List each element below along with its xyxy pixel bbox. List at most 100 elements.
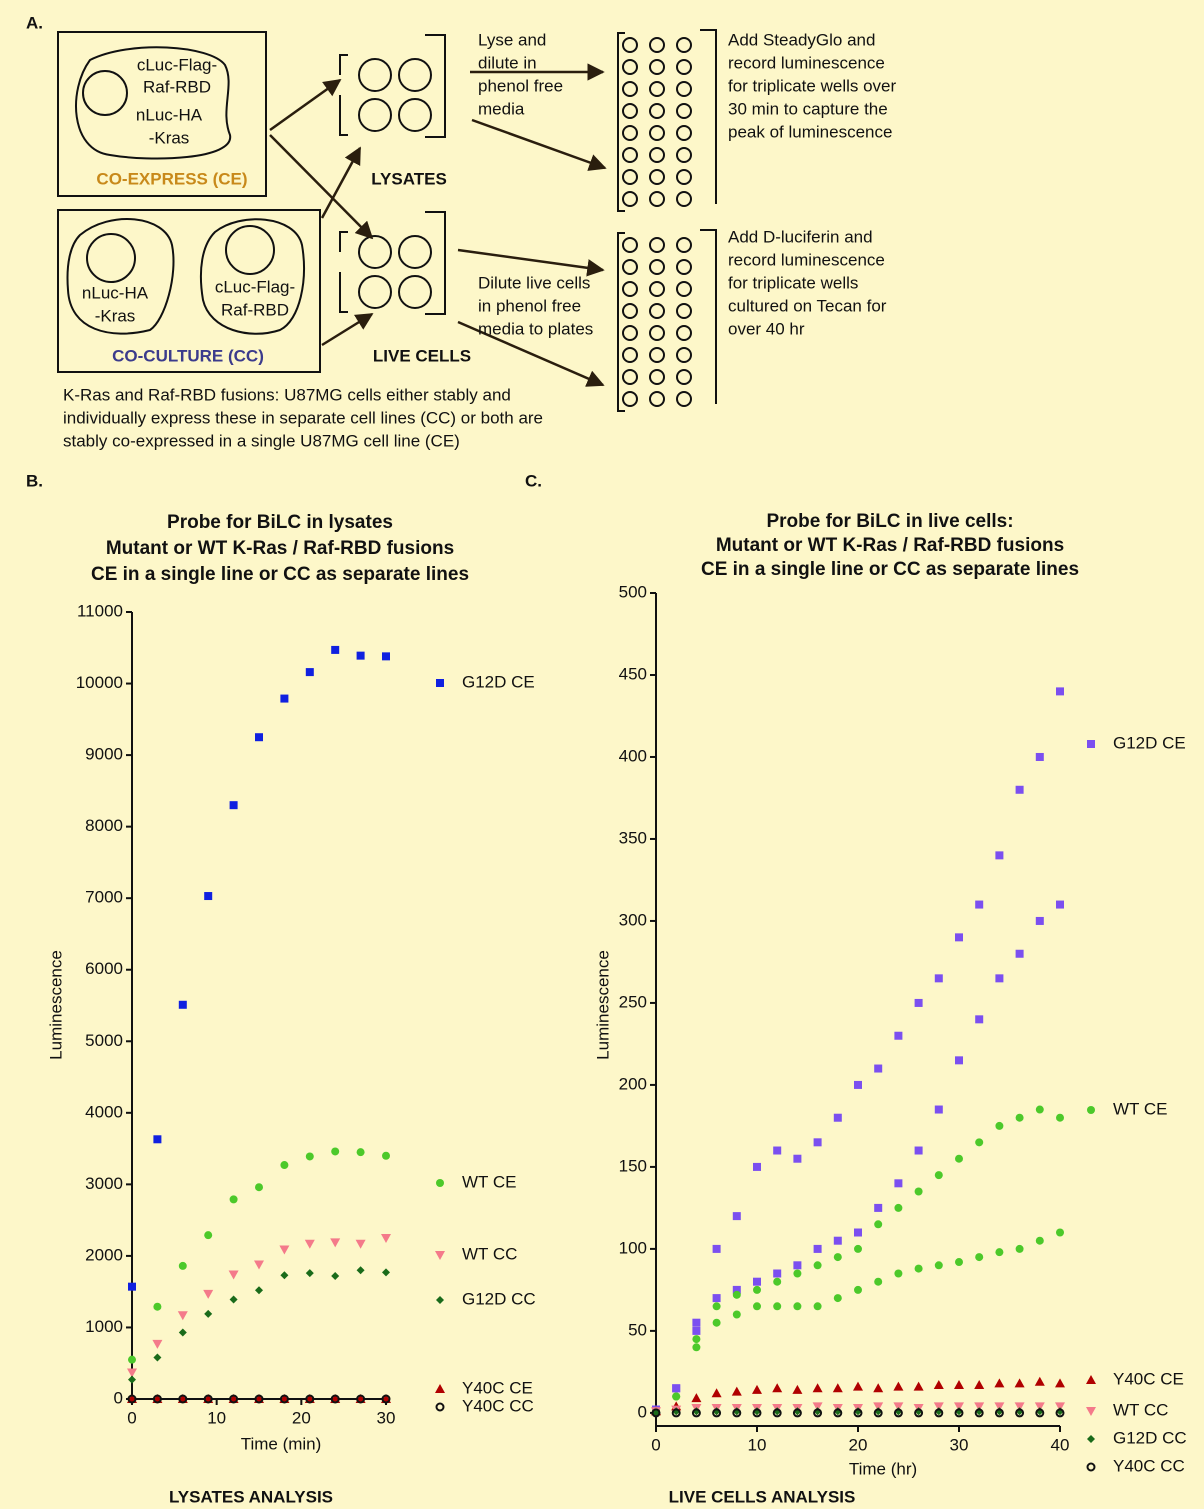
point bbox=[834, 1114, 842, 1122]
plate-well bbox=[650, 60, 664, 74]
plate-well bbox=[677, 82, 691, 96]
point bbox=[935, 974, 943, 982]
plate-well bbox=[677, 370, 691, 384]
point bbox=[813, 1383, 823, 1392]
point bbox=[1016, 1245, 1024, 1253]
chart-title: CE in a single line or CC as separate li… bbox=[701, 559, 1079, 580]
point bbox=[894, 1032, 902, 1040]
point bbox=[772, 1383, 782, 1392]
plate-well bbox=[677, 192, 691, 206]
point bbox=[954, 1380, 964, 1389]
cell-label: nLuc-HA bbox=[82, 283, 149, 302]
cell-label: -Kras bbox=[149, 128, 190, 147]
plate-well bbox=[623, 260, 637, 274]
point bbox=[203, 1290, 213, 1299]
point bbox=[331, 646, 339, 654]
point bbox=[153, 1354, 161, 1362]
point bbox=[1056, 901, 1064, 909]
point bbox=[280, 1271, 288, 1279]
bracket bbox=[700, 30, 716, 204]
point bbox=[672, 1392, 680, 1400]
plate-well bbox=[677, 238, 691, 252]
series bbox=[127, 1234, 391, 1378]
point bbox=[854, 1229, 862, 1237]
well bbox=[399, 99, 431, 131]
point bbox=[814, 1302, 822, 1310]
legend-marker bbox=[436, 1296, 444, 1304]
point bbox=[814, 1261, 822, 1269]
legend-label: Y40C CC bbox=[462, 1396, 534, 1415]
step-text: phenol free bbox=[478, 76, 563, 95]
arrow bbox=[472, 120, 605, 168]
readout-text: for triplicate wells over bbox=[728, 76, 897, 95]
point bbox=[357, 652, 365, 660]
cell-label: cLuc-Flag- bbox=[215, 277, 295, 296]
plate-well bbox=[623, 282, 637, 296]
point bbox=[356, 1240, 366, 1249]
point bbox=[357, 1148, 365, 1156]
bracket bbox=[425, 212, 445, 314]
legend-marker bbox=[1087, 740, 1095, 748]
point bbox=[280, 695, 288, 703]
legend-label: G12D CC bbox=[1113, 1428, 1187, 1447]
y-tick-label: 9000 bbox=[85, 745, 123, 764]
step-text: dilute in bbox=[478, 53, 537, 72]
point bbox=[814, 1138, 822, 1146]
panel-label: C. bbox=[525, 471, 542, 490]
legend-marker bbox=[1088, 1464, 1095, 1471]
readout-text: record luminescence bbox=[728, 250, 885, 269]
point bbox=[773, 1278, 781, 1286]
plate-well bbox=[650, 304, 664, 318]
point bbox=[893, 1382, 903, 1391]
plate-well bbox=[650, 38, 664, 52]
well bbox=[359, 59, 391, 91]
cell-label: Raf-RBD bbox=[221, 300, 289, 319]
step-text: media to plates bbox=[478, 319, 593, 338]
point bbox=[975, 901, 983, 909]
point bbox=[733, 1310, 741, 1318]
chart-title: Mutant or WT K-Ras / Raf-RBD fusions bbox=[716, 535, 1064, 556]
readout-text: cultured on Tecan for bbox=[728, 296, 887, 315]
readout-text: over 40 hr bbox=[728, 319, 805, 338]
chart: C.Probe for BiLC in live cells:Mutant or… bbox=[525, 471, 1187, 1506]
well bbox=[399, 59, 431, 91]
point bbox=[1016, 786, 1024, 794]
point bbox=[382, 1268, 390, 1276]
plate-well bbox=[650, 348, 664, 362]
plate-well bbox=[650, 126, 664, 140]
bracket bbox=[340, 232, 348, 312]
point bbox=[230, 1296, 238, 1304]
point bbox=[306, 1269, 314, 1277]
point bbox=[1035, 1377, 1045, 1386]
point bbox=[793, 1270, 801, 1278]
y-tick-label: 450 bbox=[619, 664, 647, 683]
well bbox=[359, 99, 391, 131]
point bbox=[854, 1286, 862, 1294]
point bbox=[773, 1302, 781, 1310]
point bbox=[994, 1378, 1004, 1387]
point bbox=[672, 1384, 680, 1392]
point bbox=[894, 1270, 902, 1278]
legend-marker bbox=[437, 1404, 444, 1411]
point bbox=[915, 1147, 923, 1155]
plate-well bbox=[650, 392, 664, 406]
well bbox=[359, 236, 391, 268]
readout-text: 30 min to capture the bbox=[728, 99, 888, 118]
point bbox=[854, 1245, 862, 1253]
plate-well bbox=[677, 104, 691, 118]
chart-title: Probe for BiLC in lysates bbox=[167, 512, 393, 533]
x-tick-label: 30 bbox=[950, 1435, 969, 1454]
point bbox=[753, 1163, 761, 1171]
point bbox=[179, 1328, 187, 1336]
point bbox=[204, 892, 212, 900]
legend-marker bbox=[435, 1384, 445, 1393]
arrow bbox=[458, 250, 603, 270]
plate-well bbox=[677, 348, 691, 362]
point bbox=[1016, 950, 1024, 958]
plate-well bbox=[677, 282, 691, 296]
x-axis-label: Time (hr) bbox=[849, 1459, 917, 1478]
point bbox=[975, 1138, 983, 1146]
point bbox=[915, 999, 923, 1007]
point bbox=[255, 1183, 263, 1191]
point bbox=[1036, 1237, 1044, 1245]
